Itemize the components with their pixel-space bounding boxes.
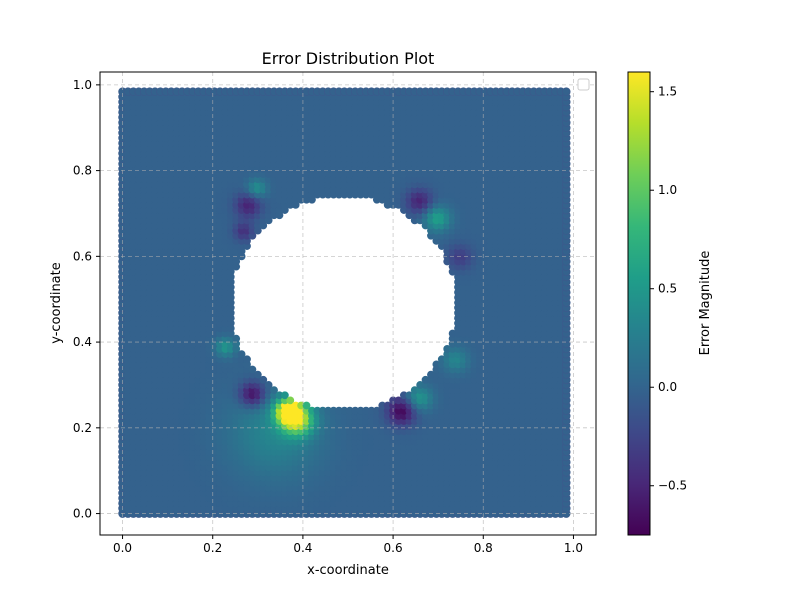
data-point	[362, 406, 370, 415]
data-point	[378, 401, 387, 410]
data-point	[372, 406, 381, 415]
data-point	[356, 406, 365, 415]
data-point	[345, 406, 354, 415]
chart-title: Error Distribution Plot	[262, 49, 435, 68]
data-point	[286, 396, 295, 405]
data-point	[253, 370, 262, 379]
data-point	[335, 406, 343, 415]
data-point	[248, 365, 257, 374]
data-point	[264, 381, 273, 389]
data-point	[291, 401, 300, 410]
data-point	[259, 375, 268, 384]
data-point	[280, 391, 289, 400]
data-point	[243, 355, 251, 364]
data-point	[318, 406, 327, 415]
data-point	[308, 406, 316, 415]
data-point	[275, 391, 284, 400]
data-point	[329, 406, 338, 415]
data-point	[232, 334, 241, 343]
scatter-points	[118, 87, 571, 518]
data-point	[340, 406, 349, 415]
data-point	[383, 401, 392, 410]
data-point	[270, 386, 278, 394]
data-point	[313, 406, 322, 415]
data-point	[389, 396, 397, 405]
data-point	[394, 396, 403, 405]
data-point	[367, 406, 376, 415]
data-point	[324, 406, 333, 415]
data-point	[302, 401, 311, 410]
data-point	[351, 406, 360, 415]
data-point	[237, 350, 246, 358]
data-point	[400, 391, 408, 400]
